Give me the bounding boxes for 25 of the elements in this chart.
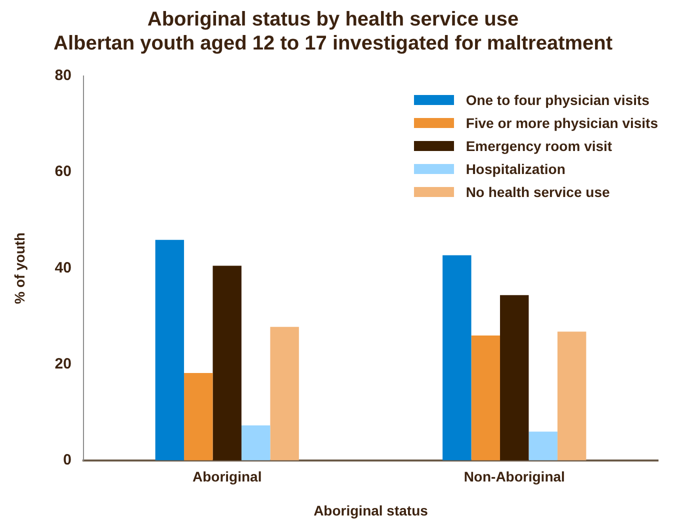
legend-label: Emergency room visit — [466, 138, 612, 154]
legend-label: No health service use — [466, 184, 610, 200]
bar — [212, 266, 242, 460]
y-tick-label: 0 — [63, 452, 72, 469]
y-tick-label: 40 — [54, 259, 72, 276]
x-tick-label: Non-Aboriginal — [464, 468, 565, 485]
x-tick-label: Aboriginal — [192, 468, 262, 485]
legend-label: Hospitalization — [466, 160, 566, 176]
x-axis-title: Aboriginal status — [314, 502, 428, 518]
legend-label: Five or more physician visits — [466, 114, 658, 130]
bar — [442, 255, 472, 460]
y-tick-label: 80 — [54, 67, 72, 84]
bar — [270, 326, 299, 460]
y-axis-title: % of youth — [11, 232, 28, 304]
bar — [500, 295, 529, 460]
chart-title: Aboriginal status by health service use Albertan youth aged 12 to 17 investigated for maltreatment — [53, 8, 613, 55]
y-tick-label: 60 — [54, 163, 72, 180]
y-tick-label: 20 — [54, 355, 72, 372]
bar — [528, 432, 558, 460]
bar — [184, 372, 213, 460]
legend-label: One to four physician visits — [466, 92, 650, 108]
bar — [557, 332, 586, 460]
bar — [241, 425, 270, 460]
bar — [471, 335, 500, 460]
bar — [155, 240, 184, 460]
